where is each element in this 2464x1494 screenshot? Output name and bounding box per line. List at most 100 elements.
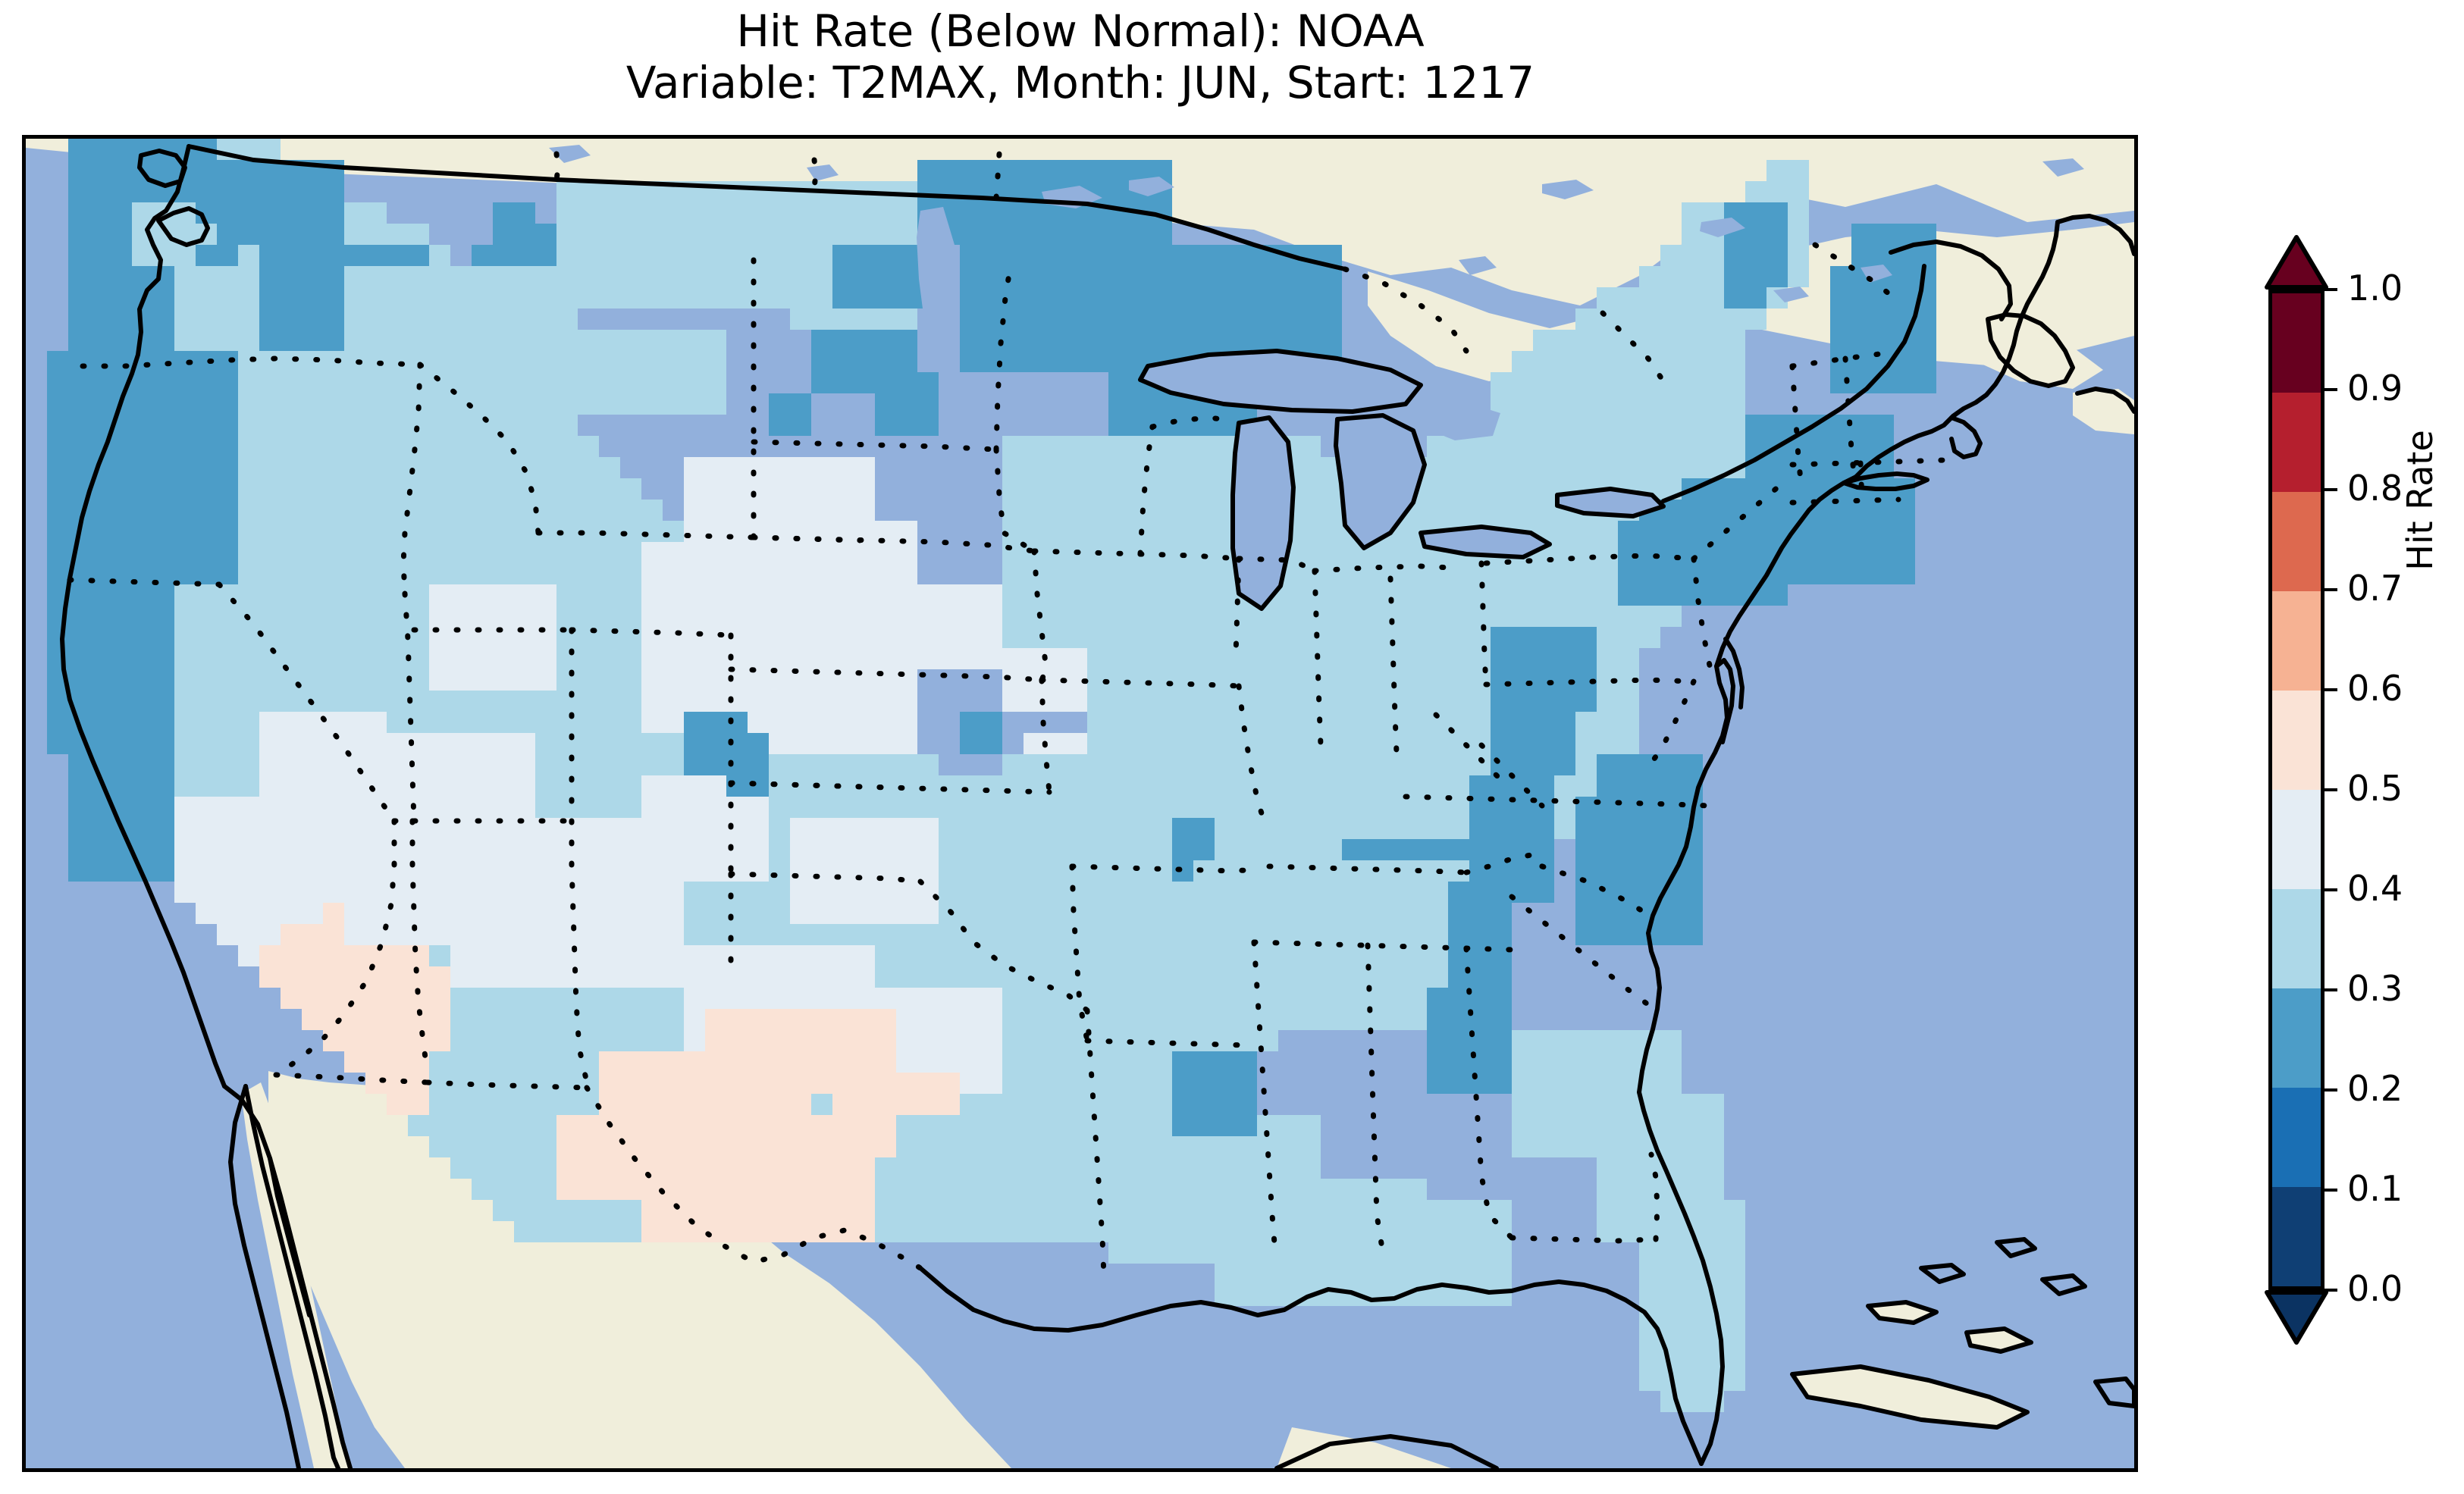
colorbar-bin [2272, 790, 2321, 889]
raster-cell [1724, 393, 1745, 415]
raster-cell [1554, 372, 1575, 393]
raster-cell [1682, 351, 1703, 372]
raster-cell [1660, 266, 1682, 287]
raster-cell [1660, 330, 1682, 351]
raster-cell [1597, 436, 1618, 457]
raster-cell [578, 436, 599, 457]
raster-cell [493, 202, 514, 224]
raster-cell [1682, 224, 1703, 245]
raster-cell [1618, 351, 1639, 372]
raster-cell [1788, 181, 1809, 202]
raster-cell [1618, 457, 1639, 478]
raster-cell [1639, 287, 1660, 309]
raster-cell [1745, 309, 1766, 330]
raster-cell [1745, 181, 1766, 202]
raster-cell [514, 202, 535, 224]
colorbar-tick-mark [2324, 888, 2337, 891]
raster-cell [493, 245, 514, 266]
raster-cell [1554, 415, 1575, 436]
colorbar-tick-mark [2324, 588, 2337, 591]
colorbar-bin [2272, 293, 2321, 393]
raster-cell [1660, 457, 1682, 478]
raster-cell [1575, 436, 1597, 457]
raster-cell [620, 500, 641, 521]
raster-cell [1533, 330, 1554, 351]
colorbar-bin [2272, 492, 2321, 591]
colorbar-extend-max-arrow [2265, 235, 2328, 290]
raster-cell [535, 245, 556, 266]
raster-cell [1703, 351, 1724, 372]
raster-cell [535, 224, 556, 245]
title-line-2: Variable: T2MAX, Month: JUN, Start: 1217 [625, 56, 1535, 108]
raster-cell [1660, 351, 1682, 372]
colorbar-tick-mark [2324, 1289, 2337, 1292]
raster-cell [1682, 245, 1703, 266]
raster-cell [1766, 245, 1788, 266]
raster-cell [1745, 224, 1766, 245]
raster-cell [1703, 436, 1724, 457]
raster-cell [1639, 266, 1660, 287]
raster-cell [1575, 330, 1597, 351]
raster-cell [1554, 351, 1575, 372]
raster-cell [599, 457, 620, 478]
raster-cell [578, 457, 599, 478]
raster-cell [1639, 436, 1660, 457]
raster-cell [1703, 266, 1724, 287]
raster-cell [1597, 287, 1618, 309]
raster-cell [1682, 372, 1703, 393]
raster-cell [599, 500, 620, 521]
raster-cell [1575, 393, 1597, 415]
raster-cell [1703, 393, 1724, 415]
colorbar-bin [2272, 1187, 2321, 1286]
raster-cell [429, 245, 450, 266]
colorbar-bin [2272, 591, 2321, 691]
raster-cell [1703, 309, 1724, 330]
raster-cell [1788, 266, 1809, 287]
raster-cell [1575, 415, 1597, 436]
raster-cell [1660, 309, 1682, 330]
raster-cell [1554, 330, 1575, 351]
raster-cell [1682, 457, 1703, 478]
raster-cell [1575, 372, 1597, 393]
raster-cell [1682, 436, 1703, 457]
raster-cell [1788, 224, 1809, 245]
raster-cell [1597, 330, 1618, 351]
raster-cell [1703, 500, 1724, 521]
raster-cell [1639, 330, 1660, 351]
raster-cell [1766, 224, 1788, 245]
raster-cell [1766, 202, 1788, 224]
raster-cell [1766, 181, 1788, 202]
raster-cell [1724, 245, 1745, 266]
colorbar-bin [2272, 988, 2321, 1088]
raster-cell [1618, 415, 1639, 436]
raster-cell [259, 139, 281, 160]
colorbar-tick-label: 0.1 [2347, 1168, 2403, 1209]
colorbar-tick-mark [2324, 1189, 2337, 1192]
raster-cell [1512, 415, 1533, 436]
raster-cell [365, 224, 387, 245]
raster-cell [1724, 309, 1745, 330]
raster-cell [1618, 287, 1639, 309]
raster-cell [1575, 351, 1597, 372]
raster-cell [1682, 287, 1703, 309]
raster-cell [1766, 266, 1788, 287]
raster-cell [365, 202, 387, 224]
raster-cell [1724, 266, 1745, 287]
raster-cell [1703, 245, 1724, 266]
colorbar-tick-mark [2324, 688, 2337, 691]
raster-cell [599, 478, 620, 500]
raster-cell [111, 224, 132, 245]
raster-cell [1597, 309, 1618, 330]
raster-cell [556, 457, 578, 478]
colorbar-tick-label: 0.2 [2347, 1068, 2403, 1109]
raster-cell [1660, 245, 1682, 266]
raster-cell [1724, 351, 1745, 372]
raster-cell [1597, 415, 1618, 436]
raster-cell [578, 500, 599, 521]
raster-cell [1618, 393, 1639, 415]
raster-cell [556, 436, 578, 457]
colorbar-tick-mark [2324, 388, 2337, 391]
raster-cell [1703, 415, 1724, 436]
raster-cell [1491, 436, 1512, 457]
raster-cell [1512, 393, 1533, 415]
